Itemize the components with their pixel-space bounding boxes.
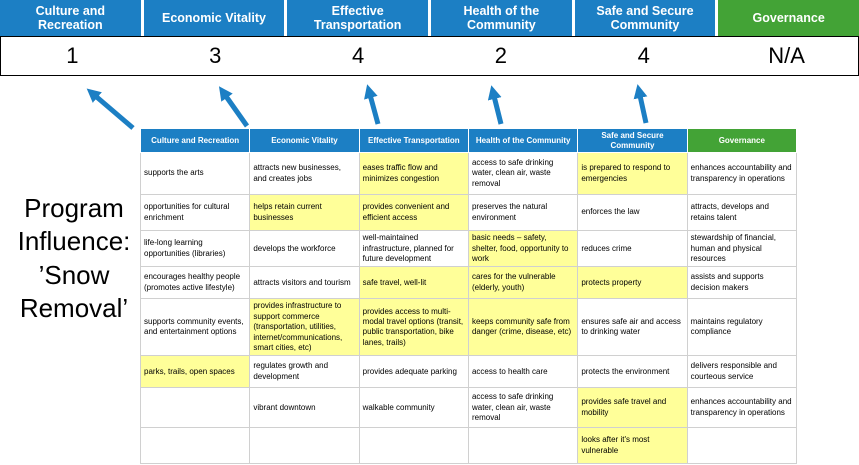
- matrix-cell-0-4: is prepared to respond to emergencies: [577, 152, 688, 196]
- matrix-row-4: supports community events, and entertain…: [139, 298, 798, 357]
- arrow-up-icon-2: [218, 86, 250, 128]
- pillar-score-1: 3: [209, 43, 222, 68]
- matrix-cell-1-1: helps retain current businesses: [249, 194, 360, 232]
- matrix-cell-2-4: reduces crime: [577, 230, 688, 268]
- pillar-header-row: Culture and Recreation Economic Vitality E…: [0, 0, 859, 36]
- matrix-cell-1-3: preserves the natural environment: [467, 194, 579, 232]
- pillar-header-0: Culture and Recreation: [0, 0, 141, 36]
- matrix-cell-6-0: [139, 387, 251, 429]
- matrix-cell-7-5: [686, 427, 798, 465]
- matrix-cell-5-2: provides adequate parking: [358, 355, 469, 389]
- matrix-row-3: encourages healthy people (promotes acti…: [139, 266, 798, 300]
- matrix-row-7: looks after it's most vulnerable: [139, 427, 798, 465]
- pillar-header-3: Health of the Community: [431, 0, 572, 36]
- pillar-header-2: Effective Transportation: [287, 0, 428, 36]
- arrow-up-icon-5: [633, 84, 649, 124]
- matrix-cell-3-1: attracts visitors and tourism: [249, 266, 360, 300]
- matrix-col-header-0: Culture and Recreation: [139, 127, 251, 154]
- matrix-cell-0-0: supports the arts: [139, 152, 251, 196]
- matrix-row-5: parks, trails, open spaces regulates grow…: [139, 355, 798, 389]
- matrix-cell-7-2: [358, 427, 469, 465]
- matrix-cell-1-5: attracts, develops and retains talent: [686, 194, 798, 232]
- matrix-cell-0-2: eases traffic flow and minimizes congest…: [358, 152, 469, 196]
- matrix-cell-2-1: develops the workforce: [249, 230, 360, 268]
- matrix-cell-5-0: parks, trails, open spaces: [139, 355, 251, 389]
- matrix-cell-3-2: safe travel, well-lit: [358, 266, 469, 300]
- matrix-header-row: Culture and Recreation Economic Vitality E…: [139, 127, 798, 154]
- pillar-score-3: 2: [494, 43, 508, 68]
- matrix-cell-6-2: walkable community: [358, 387, 469, 429]
- matrix-cell-2-3: basic needs – safety, shelter, food, opp…: [467, 230, 579, 268]
- score-arrows: [86, 84, 649, 130]
- arrow-up-icon-3: [364, 84, 381, 125]
- matrix-row-2: life-long learning opportunities (librar…: [139, 230, 798, 268]
- arrow-up-icon-4: [487, 85, 504, 125]
- matrix-col-header-3: Health of the Community: [467, 127, 579, 154]
- matrix-cell-6-1: vibrant downtown: [249, 387, 360, 429]
- score-row: 1 3 4 2 4 N/A: [0, 36, 859, 76]
- matrix-col-header-5: Governance: [686, 127, 798, 154]
- matrix-cell-4-5: maintains regulatory compliance: [686, 298, 798, 357]
- arrow-up-icon-1: [86, 88, 135, 130]
- matrix-cell-0-1: attracts new businesses, and creates job…: [249, 152, 360, 196]
- page-title: Program Influence: ’Snow Removal’: [17, 193, 131, 323]
- matrix-cell-3-5: assists and supports decision makers: [686, 266, 798, 300]
- matrix-body: supports the arts attracts new businesses…: [139, 152, 798, 465]
- matrix-col-header-1: Economic Vitality: [249, 127, 360, 154]
- matrix-cell-7-4: looks after it's most vulnerable: [577, 427, 688, 465]
- matrix-cell-4-2: provides access to multi-modal travel op…: [358, 298, 469, 357]
- matrix-cell-1-4: enforces the law: [577, 194, 688, 232]
- matrix-cell-2-5: stewardship of financial, human and phys…: [686, 230, 798, 268]
- matrix-cell-5-5: delivers responsible and courteous servi…: [686, 355, 798, 389]
- matrix-cell-4-1: provides infrastructure to support comme…: [249, 298, 360, 357]
- matrix-col-header-2: Effective Transportation: [358, 127, 469, 154]
- pillar-header-1: Economic Vitality: [143, 0, 285, 36]
- matrix-cell-6-4: provides safe travel and mobility: [577, 387, 688, 429]
- matrix-cell-1-2: provides convenient and efficient access: [358, 194, 469, 232]
- matrix-cell-0-3: access to safe drinking water, clean air…: [467, 152, 579, 196]
- matrix-cell-2-0: life-long learning opportunities (librar…: [139, 230, 251, 268]
- influence-matrix: Culture and Recreation Economic Vitality E…: [139, 127, 798, 465]
- matrix-col-header-4: Safe and Secure Community: [577, 127, 688, 154]
- matrix-cell-1-0: opportunities for cultural enrichment: [139, 194, 251, 232]
- matrix-cell-7-1: [249, 427, 360, 465]
- matrix-cell-3-0: encourages healthy people (promotes acti…: [139, 266, 251, 300]
- matrix-cell-5-4: protects the environment: [577, 355, 688, 389]
- matrix-cell-6-3: access to safe drinking water, clean air…: [467, 387, 579, 429]
- matrix-cell-3-3: cares for the vulnerable (elderly, youth…: [467, 266, 579, 300]
- pillar-header-5: Governance: [718, 0, 859, 36]
- matrix-cell-4-4: ensures safe air and access to drinking …: [577, 298, 688, 357]
- matrix-cell-4-0: supports community events, and entertain…: [139, 298, 251, 357]
- matrix-row-6: vibrant downtown walkable community access…: [139, 387, 798, 429]
- matrix-cell-7-0: [139, 427, 251, 465]
- matrix-cell-2-2: well-maintained infrastructure, planned …: [358, 230, 469, 268]
- pillar-score-4: 4: [637, 43, 650, 68]
- matrix-cell-6-5: enhances accountability and transparency…: [686, 387, 798, 429]
- matrix-cell-7-3: [467, 427, 579, 465]
- pillar-score-0: 1: [66, 43, 79, 68]
- matrix-cell-5-3: access to health care: [467, 355, 579, 389]
- matrix-cell-0-5: enhances accountability and transparency…: [686, 152, 798, 196]
- pillar-score-2: 4: [351, 43, 365, 68]
- matrix-cell-4-3: keeps community safe from danger (crime,…: [467, 298, 579, 357]
- matrix-cell-5-1: regulates growth and development: [249, 355, 360, 389]
- matrix-row-1: opportunities for cultural enrichment hel…: [139, 194, 798, 232]
- matrix-row-0: supports the arts attracts new businesses…: [139, 152, 798, 196]
- pillar-score-5: N/A: [768, 43, 805, 68]
- pillar-header-4: Safe and Secure Community: [574, 0, 716, 36]
- matrix-cell-3-4: protects property: [577, 266, 688, 300]
